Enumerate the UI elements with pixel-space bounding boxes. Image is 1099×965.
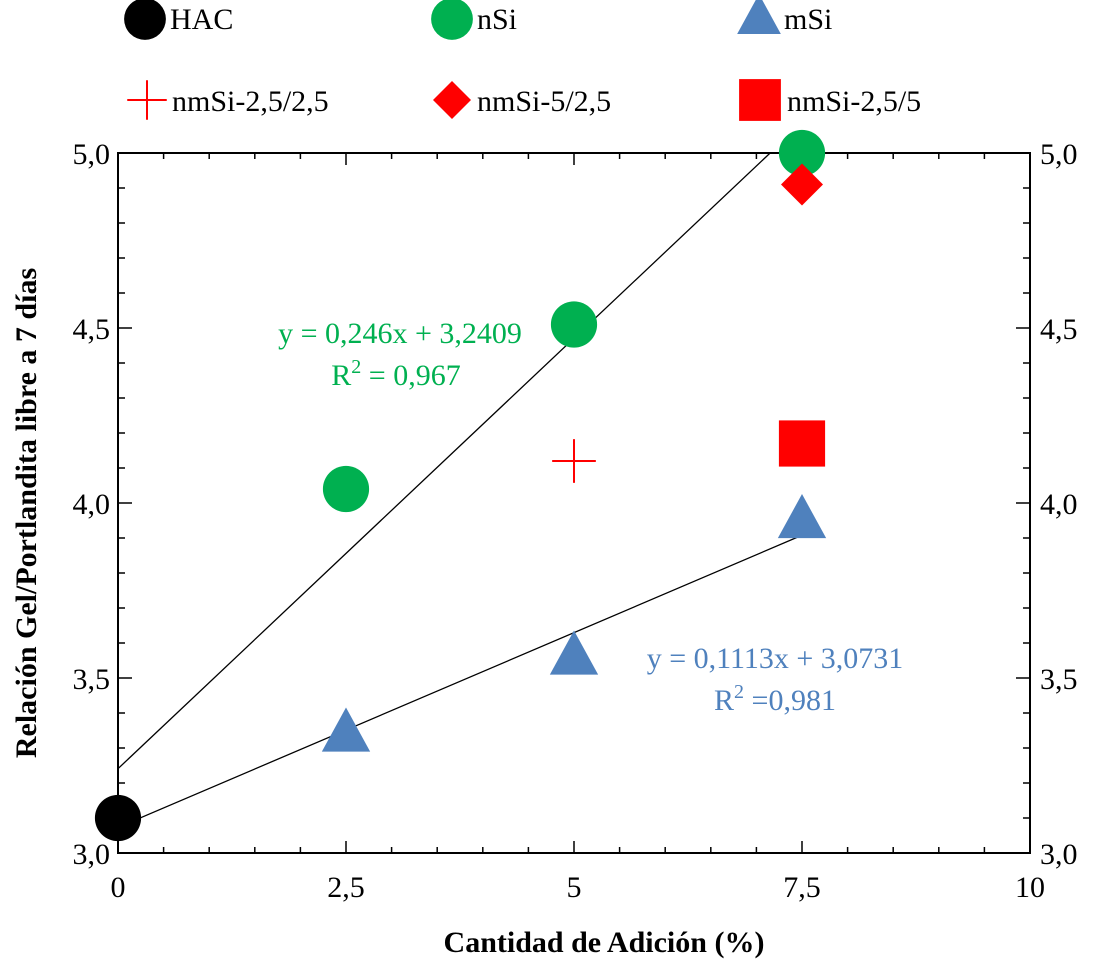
axis-labels: Cantidad de Adición (%) Relación Gel/Port…: [10, 268, 764, 959]
legend-label: nmSi-2,5/5: [787, 85, 921, 118]
point-nsi: [778, 129, 826, 177]
msi-equation: y = 0,1113x + 3,0731: [647, 642, 904, 675]
point-msi: [777, 494, 827, 539]
point-hac: [94, 794, 142, 842]
trendline-nsi: [117, 152, 771, 770]
points-layer: [94, 129, 827, 842]
y-tick-label-right: 3,5: [1040, 663, 1078, 696]
nsi-equation: y = 0,246x + 3,2409: [278, 317, 522, 350]
legend-item: nmSi-2,5/2,5: [127, 80, 329, 120]
legend-label: nSi: [477, 3, 517, 36]
y-tick-label-right: 4,0: [1040, 488, 1078, 521]
legend-marker-nmsi-2-5-5: [739, 79, 781, 121]
legend-label: mSi: [784, 3, 832, 36]
legend-label: HAC: [170, 3, 233, 36]
y-tick-label-left: 4,0: [73, 488, 111, 521]
x-tick-label: 7,5: [783, 871, 821, 904]
y-axis-label: Relación Gel/Portlandita libre a 7 días: [10, 268, 43, 758]
point-nmsi-2-5-5: [778, 420, 826, 467]
legend-item: nmSi-5/2,5: [433, 81, 611, 119]
x-axis-label: Cantidad de Adición (%): [444, 926, 765, 959]
trendlines-layer: [117, 152, 803, 829]
point-nsi: [322, 465, 370, 513]
x-tick-label: 0: [111, 871, 126, 904]
point-nmsi-5-2-5: [781, 163, 823, 206]
legend-marker-nmsi-5-2-5: [433, 81, 471, 119]
legend-item: mSi: [737, 0, 832, 36]
legend-marker-hac: [124, 0, 166, 40]
point-msi: [549, 630, 599, 675]
trendline-msi: [117, 534, 803, 829]
y-tick-label-right: 4,5: [1040, 313, 1078, 346]
x-tick-label: 5: [567, 871, 582, 904]
point-nsi: [550, 301, 598, 348]
msi-equation-r2: R2 =0,981: [714, 681, 836, 717]
axes-layer: 3,0 3,0 3,5 3,5 4,0 4,0 4,5 4,5 5,0 5,0 0 2,5 5 7,5 10: [73, 138, 1078, 904]
nsi-equation-r2: R2 = 0,967: [331, 356, 460, 392]
x-tick-label: 2,5: [327, 871, 365, 904]
legend: HAC nSi mSi nmSi-2,5/2,5 nmSi-5/2,5 nmSi-2,5/…: [124, 0, 921, 121]
legend-marker-nsi: [431, 0, 473, 40]
y-tick-label-left: 3,0: [73, 838, 111, 871]
legend-marker-nmsi-2-5-2-5: [127, 80, 167, 120]
point-msi: [321, 707, 371, 752]
y-tick-label-left: 5,0: [73, 138, 111, 171]
legend-item: nmSi-2,5/5: [739, 79, 921, 121]
y-tick-label-left: 4,5: [73, 313, 111, 346]
y-tick-label-right: 3,0: [1040, 838, 1078, 871]
legend-label: nmSi-2,5/2,5: [172, 85, 329, 118]
legend-marker-msi: [737, 0, 781, 34]
plot-frame: [117, 152, 1031, 854]
point-nmsi-2-5-2-5: [552, 439, 596, 483]
x-tick-label: 10: [1015, 871, 1045, 904]
legend-label: nmSi-5/2,5: [477, 85, 611, 118]
legend-item: nSi: [431, 0, 517, 40]
y-tick-label-left: 3,5: [73, 663, 111, 696]
annotations-layer: y = 0,246x + 3,2409 R2 = 0,967 y = 0,1113x…: [278, 317, 903, 717]
y-tick-label-right: 5,0: [1040, 138, 1078, 171]
legend-item: HAC: [124, 0, 233, 40]
